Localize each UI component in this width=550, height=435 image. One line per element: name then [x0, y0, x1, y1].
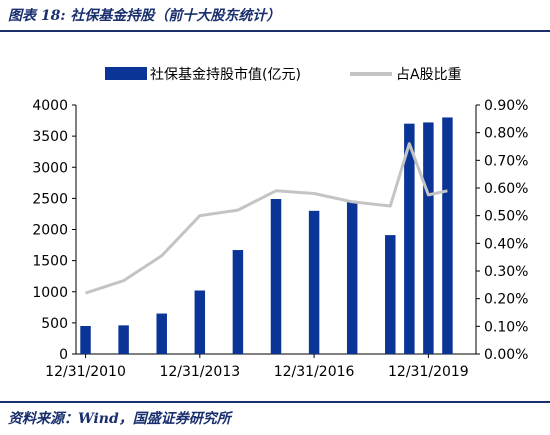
- right-tick-label: 0.00%: [484, 347, 528, 363]
- bar-series: [80, 117, 453, 355]
- chart: 社保基金持股市值(亿元) 占A股比重 4000 3500 3000 2500 2000 1…: [32, 66, 528, 380]
- right-tick-label: 0.10%: [484, 319, 528, 335]
- right-tick-label: 0.80%: [484, 126, 528, 142]
- bar: [423, 122, 434, 355]
- source-rule: [0, 401, 550, 403]
- source-note: 资料来源：Wind，国盛证券研究所: [8, 411, 231, 427]
- legend-line-label: 占A股比重: [396, 67, 462, 83]
- right-tick-label: 0.70%: [484, 153, 528, 169]
- bar: [385, 235, 396, 354]
- bar: [270, 198, 282, 354]
- left-tick-label: 3000: [32, 160, 68, 176]
- right-tick-label: 0.60%: [484, 181, 528, 197]
- right-tick-label: 0.40%: [484, 236, 528, 252]
- left-tick-label: 500: [41, 316, 68, 332]
- left-tick-label: 4000: [32, 98, 68, 114]
- right-tick-label: 0.50%: [484, 209, 528, 225]
- figure-title: 图表 18: 社保基金持股（前十大股东统计）: [8, 8, 281, 24]
- share-line: [85, 142, 448, 295]
- bar: [404, 123, 415, 354]
- line-series: [85, 142, 448, 295]
- left-tick-label: 2000: [32, 223, 68, 239]
- right-tick-label: 0.90%: [484, 98, 528, 114]
- bar: [308, 210, 320, 354]
- bar: [194, 290, 206, 354]
- left-tick-label: 3500: [32, 129, 68, 145]
- bar: [442, 117, 453, 354]
- title-rule: [0, 30, 550, 32]
- bar: [156, 313, 167, 354]
- legend-bar-label: 社保基金持股市值(亿元): [150, 66, 301, 83]
- axes: 4000 3500 3000 2500 2000 1500 1000 500 0 0.90% 0.8…: [32, 98, 528, 380]
- x-tick-label: 12/31/2010: [45, 364, 126, 380]
- bar: [80, 325, 91, 354]
- x-tick-label: 12/31/2013: [159, 364, 240, 380]
- left-tick-label: 2500: [32, 191, 68, 207]
- x-tick-label: 12/31/2016: [274, 364, 355, 380]
- left-tick-label: 0: [59, 347, 68, 363]
- left-tick-label: 1000: [32, 285, 68, 301]
- x-tick-label: 12/31/2019: [388, 364, 469, 380]
- bar: [346, 200, 358, 354]
- right-tick-label: 0.30%: [484, 264, 528, 280]
- bar: [232, 250, 244, 354]
- legend-bar-swatch: [105, 67, 147, 80]
- bar: [118, 325, 129, 354]
- right-tick-label: 0.20%: [484, 292, 528, 308]
- left-tick-label: 1500: [32, 254, 68, 270]
- chart-legend: 社保基金持股市值(亿元) 占A股比重: [105, 66, 462, 83]
